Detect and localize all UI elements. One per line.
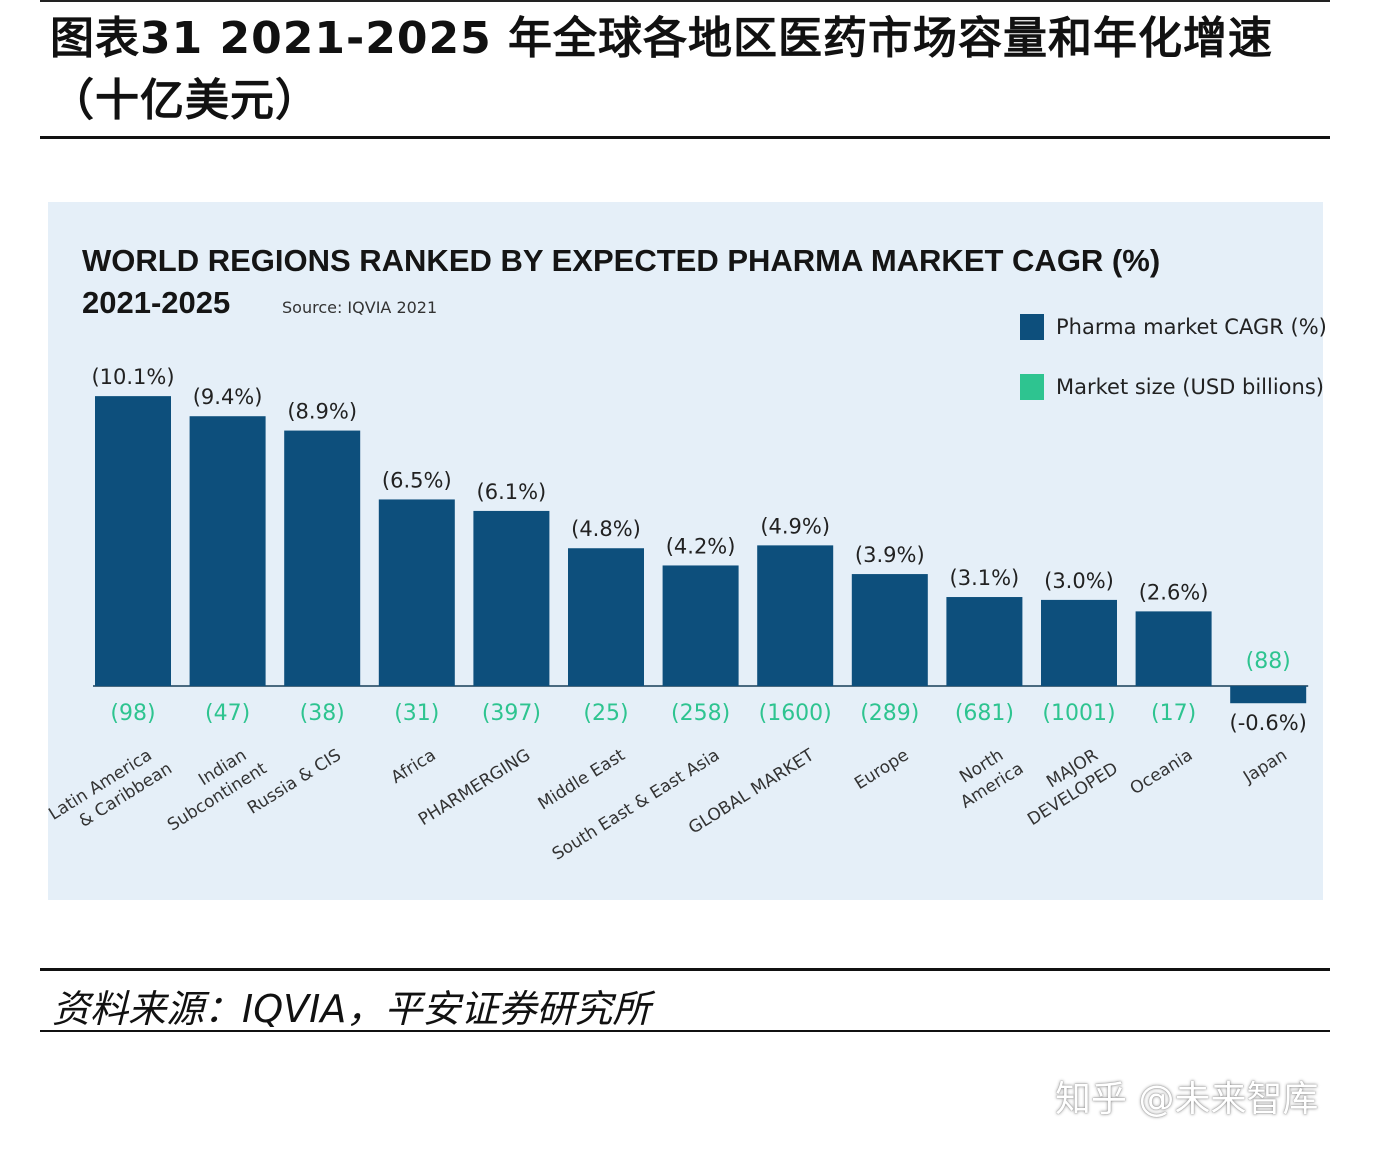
- legend-item-cagr: Pharma market CAGR (%): [1020, 314, 1327, 340]
- size-label: (47): [205, 701, 250, 726]
- category-label-line: Europe: [851, 745, 912, 794]
- size-label: (681): [955, 701, 1014, 726]
- category-label: South East & East Asia: [549, 745, 724, 864]
- bar-cagr: [1135, 611, 1212, 686]
- cagr-label: (4.9%): [760, 514, 830, 538]
- category-label: Africa: [388, 745, 440, 788]
- cagr-label: (4.8%): [571, 517, 641, 541]
- cagr-label: (10.1%): [91, 365, 174, 389]
- bar-cagr: [851, 574, 928, 686]
- figure-title: 图表31 2021-2025 年全球各地区医药市场容量和年化增速（十亿美元）: [50, 13, 1274, 126]
- size-label: (397): [482, 701, 541, 726]
- cagr-label: (4.2%): [666, 534, 736, 558]
- cagr-label: (9.4%): [193, 385, 263, 409]
- size-label: (258): [671, 701, 730, 726]
- chart-source: Source: IQVIA 2021: [282, 298, 438, 317]
- size-label: (25): [583, 701, 628, 726]
- category-label: Middle East: [535, 745, 629, 814]
- bar-cagr: [568, 548, 644, 686]
- category-label: Oceania: [1127, 745, 1197, 799]
- category-label-line: Middle East: [535, 745, 629, 814]
- category-label-line: Africa: [388, 745, 440, 788]
- cagr-label: (2.6%): [1139, 580, 1209, 604]
- size-label: (1001): [1042, 701, 1115, 726]
- bar-cagr: [757, 545, 834, 686]
- size-label: (31): [394, 701, 439, 726]
- category-label-line: Oceania: [1127, 745, 1197, 799]
- category-label: NorthAmerica: [945, 740, 1027, 813]
- cagr-label: (3.1%): [950, 566, 1020, 590]
- bar-cagr: [95, 396, 171, 686]
- size-label: (88): [1246, 649, 1291, 674]
- legend-item-size: Market size (USD billions): [1020, 374, 1324, 400]
- size-label: (289): [860, 701, 919, 726]
- bar-cagr: [1230, 686, 1307, 704]
- category-label: Japan: [1239, 745, 1291, 788]
- watermark: 知乎 @未来智库: [1055, 1079, 1319, 1120]
- category-label: MAJORDEVELOPED: [1013, 740, 1122, 830]
- size-label: (98): [110, 701, 155, 726]
- chart-subtitle: 2021-2025: [82, 285, 231, 320]
- top-rule: [40, 0, 1330, 2]
- chart-title: WORLD REGIONS RANKED BY EXPECTED PHARMA …: [82, 240, 1160, 324]
- size-label: (38): [300, 701, 345, 726]
- source-rule-top: [40, 968, 1330, 971]
- category-label-line: Japan: [1239, 745, 1291, 788]
- legend-label-size: Market size (USD billions): [1056, 375, 1324, 399]
- category-label: Europe: [851, 745, 912, 794]
- title-rule: [40, 136, 1330, 139]
- cagr-label: (6.1%): [477, 480, 547, 504]
- cagr-label: (3.0%): [1044, 569, 1114, 593]
- cagr-label: (-0.6%): [1230, 711, 1307, 735]
- source-rule-bottom: [40, 1030, 1330, 1032]
- size-label: (1600): [759, 701, 832, 726]
- cagr-label: (3.9%): [855, 543, 925, 567]
- cagr-label: (6.5%): [382, 468, 452, 492]
- size-label: (17): [1151, 701, 1196, 726]
- legend-swatch-size: [1020, 374, 1044, 400]
- legend-swatch-cagr: [1020, 314, 1044, 340]
- chart-title-main: WORLD REGIONS RANKED BY EXPECTED PHARMA …: [82, 243, 1161, 278]
- bar-cagr: [1041, 599, 1117, 686]
- source-note: 资料来源：IQVIA，平安证券研究所: [52, 987, 651, 1031]
- legend-label-cagr: Pharma market CAGR (%): [1056, 315, 1327, 339]
- bar-cagr: [189, 416, 266, 686]
- category-label-line: South East & East Asia: [549, 745, 724, 864]
- bar-cagr: [662, 565, 739, 686]
- bar-cagr: [284, 430, 361, 686]
- bar-cagr: [378, 499, 455, 686]
- cagr-label: (8.9%): [287, 400, 357, 424]
- bar-cagr: [946, 597, 1023, 686]
- category-label: IndianSubcontinent: [152, 740, 270, 836]
- bar-cagr: [473, 510, 550, 686]
- category-label: Latin America& Caribbean: [45, 740, 175, 843]
